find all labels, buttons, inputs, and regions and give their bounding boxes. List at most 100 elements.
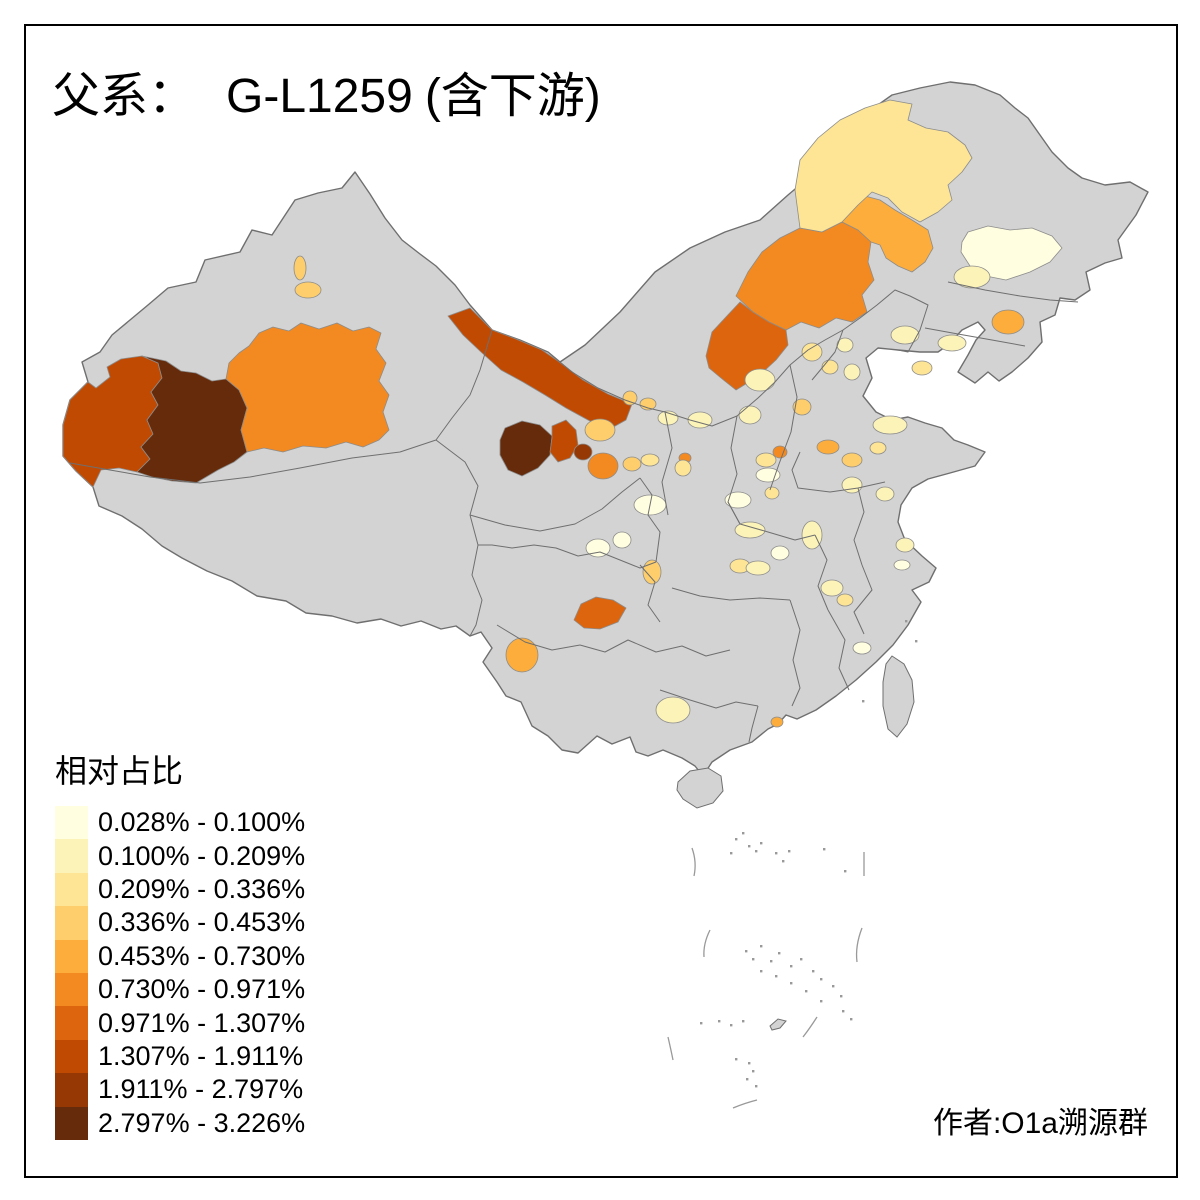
legend-swatch-7: [55, 1006, 88, 1040]
region-hulunbuir: [794, 99, 973, 233]
province-border-8: [947, 281, 1079, 303]
island-hainan: [676, 767, 724, 809]
province-border-15: [853, 487, 865, 566]
legend-label-4: 0.336% - 0.453%: [98, 907, 306, 938]
islet-dot-18: [800, 958, 803, 961]
islet-dot-26: [775, 975, 778, 978]
region-hechi-yellow: [655, 696, 691, 724]
region-shanxi-pale-1: [744, 368, 776, 392]
islet-dot-16: [778, 952, 781, 955]
region-chifeng-ulanqab: [705, 301, 789, 391]
region-qiqihar-cream: [960, 225, 1063, 281]
province-border-4: [469, 514, 483, 637]
region-karamay-v: [293, 255, 307, 281]
islet-dot-19: [812, 970, 815, 973]
islet-dot-13: [752, 958, 755, 961]
province-border-25: [579, 639, 731, 657]
province-border-17: [478, 544, 657, 569]
region-zibo: [841, 452, 863, 468]
province-border-19: [671, 587, 791, 601]
region-qinhuangdao: [911, 360, 933, 376]
region-shanghai-cream: [893, 559, 911, 571]
legend-label-5: 0.453% - 0.730%: [98, 940, 306, 971]
legend-label-3: 0.209% - 0.336%: [98, 873, 306, 904]
region-weifang: [869, 441, 887, 455]
region-dali: [505, 637, 539, 673]
province-border-12: [661, 411, 673, 516]
islet-dot-34: [746, 1078, 749, 1081]
region-qinghai-hainanzhou: [499, 420, 553, 477]
legend-label-6: 0.730% - 0.971%: [98, 974, 306, 1005]
legend-label-10: 2.797% - 3.226%: [98, 1107, 306, 1138]
islet-dot-36: [735, 1058, 738, 1061]
page-title: 父系： G-L1259 (含下游): [52, 56, 601, 126]
region-xilingol: [735, 221, 875, 331]
legend-row-1: 0.028% - 0.100%: [55, 806, 305, 840]
legend-row-4: 0.336% - 0.453%: [55, 906, 306, 940]
islet-dot-28: [742, 1020, 745, 1023]
islet-dot-40: [915, 640, 918, 643]
province-border-11: [769, 364, 798, 491]
islet-dot-4: [730, 852, 733, 855]
legend-swatch-6: [55, 972, 88, 1007]
islet-dot-12: [745, 950, 748, 953]
region-wannan: [820, 579, 844, 597]
islet-dot-29: [730, 1024, 733, 1027]
region-linxia: [573, 443, 593, 461]
sea-dash-1: [691, 847, 696, 877]
province-border-6: [664, 289, 929, 427]
legend-label-7: 0.971% - 1.307%: [98, 1007, 306, 1038]
legend-swatch-1: [55, 806, 88, 840]
region-pearl-delta: [770, 716, 784, 728]
island-sea-islet: [769, 1018, 787, 1031]
region-tianjin: [843, 363, 861, 381]
legend-row-5: 0.453% - 0.730%: [55, 939, 306, 973]
region-jilin-east-orange: [991, 309, 1025, 335]
legend-swatch-4: [55, 906, 88, 940]
province-border-18: [639, 564, 661, 623]
islet-dot-39: [905, 620, 908, 623]
province-border-13: [791, 451, 886, 493]
sea-dash-3: [855, 927, 863, 963]
province-border-9: [924, 327, 1026, 347]
province-border-27: [811, 329, 844, 381]
islet-dot-37: [842, 1010, 845, 1013]
islet-dot-24: [805, 990, 808, 993]
islet-dot-7: [775, 852, 778, 855]
islet-dot-21: [832, 985, 835, 988]
legend: 相对占比 0.028% - 0.100% 0.100% - 0.209% 0.209…: [55, 746, 305, 1140]
islet-dot-20: [820, 978, 823, 981]
legend-row-7: 0.971% - 1.307%: [55, 1006, 306, 1040]
islet-dot-17: [790, 965, 793, 968]
region-qingyang: [674, 459, 692, 477]
region-pingliang-pale: [640, 453, 660, 467]
islet-dot-1: [735, 838, 738, 841]
region-xining: [549, 419, 579, 463]
region-nanyang: [734, 521, 766, 539]
region-lanzhou: [584, 418, 616, 442]
region-xinyang: [801, 520, 823, 550]
islet-dot-35: [755, 1085, 758, 1088]
legend-swatch-10: [55, 1106, 88, 1140]
islet-dot-14: [760, 945, 763, 948]
province-border-20: [789, 599, 801, 707]
legend-swatch-9: [55, 1073, 88, 1107]
province-border-7: [639, 477, 661, 563]
islet-dot-25: [790, 982, 793, 985]
islet-dot-5: [755, 850, 758, 853]
province-border-2: [435, 439, 479, 516]
region-chongqing: [573, 596, 627, 630]
province-border-22: [853, 564, 873, 635]
region-beijing-1: [801, 342, 823, 362]
region-yibin: [642, 559, 662, 585]
islet-dot-32: [748, 1062, 751, 1065]
province-border-16: [814, 534, 829, 611]
region-anyang-pale: [755, 452, 777, 468]
legend-label-2: 0.100% - 0.209%: [98, 840, 306, 871]
region-gannan-dingxi: [587, 452, 619, 480]
province-border-5: [547, 351, 666, 413]
islet-dot-3: [748, 845, 751, 848]
legend-row-6: 0.730% - 0.971%: [55, 972, 306, 1007]
province-border-21: [827, 609, 850, 691]
